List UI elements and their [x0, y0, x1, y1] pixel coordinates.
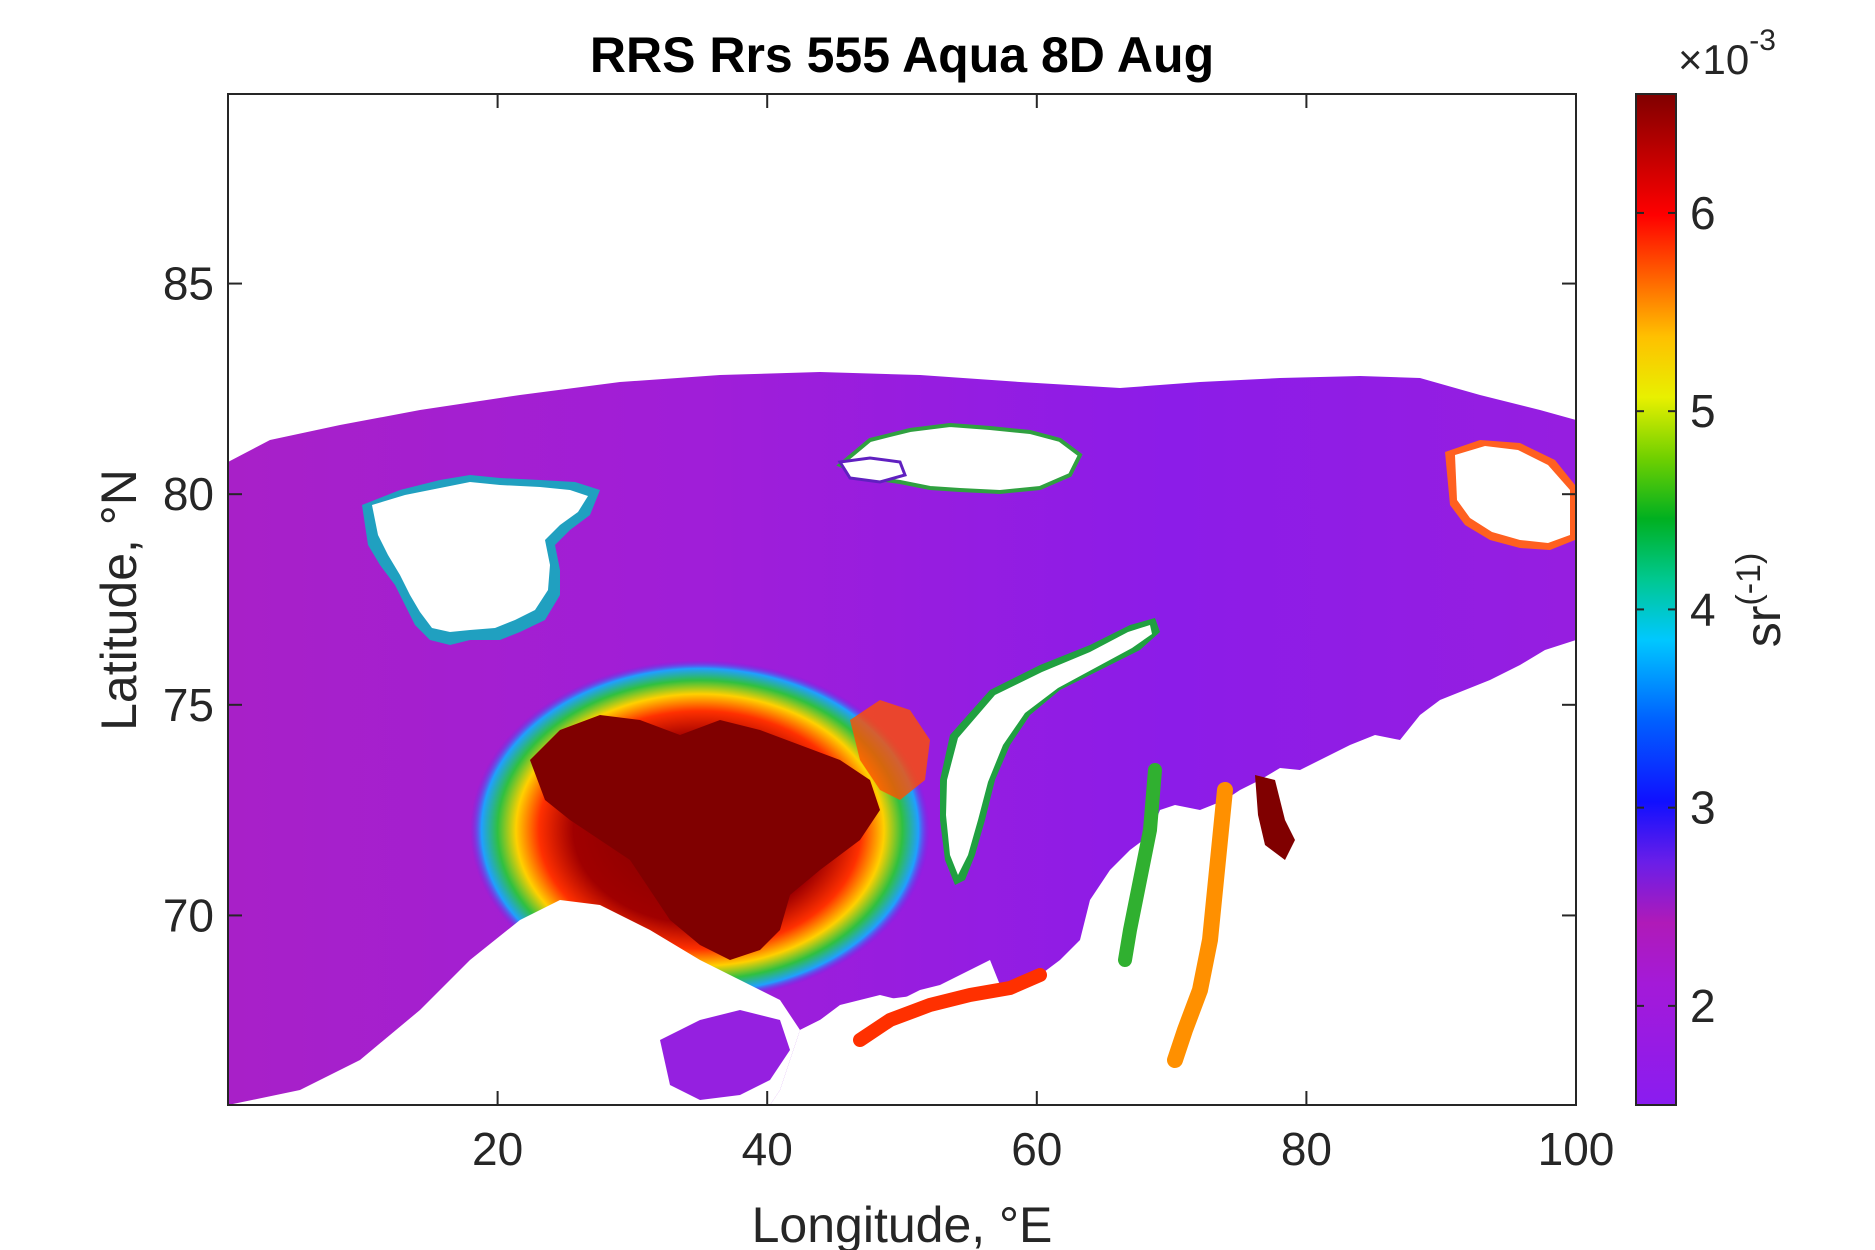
- axes-frame: [227, 93, 1577, 1106]
- x-tick-label: 40: [742, 1123, 793, 1175]
- colorbar-tick-label: 5: [1690, 385, 1716, 437]
- map-area: [228, 94, 1576, 1105]
- x-tick-label: 80: [1281, 1123, 1332, 1175]
- yamal-coast: [1118, 763, 1162, 967]
- colorbar-ticks: 2 3 4 5 6: [1636, 187, 1716, 1032]
- pechora-coast: [853, 968, 1047, 1047]
- colorbar-label-main: sr: [1735, 606, 1791, 648]
- y-tick-label: 75: [163, 679, 214, 731]
- colorbar-tick-label: 3: [1690, 782, 1716, 834]
- yenisei-estuary: [1255, 775, 1295, 860]
- y-tick-label: 70: [163, 889, 214, 941]
- x-ticks: 20 40 60 80 100: [472, 94, 1614, 1175]
- ob-estuary: [1167, 782, 1233, 1068]
- y-tick-label: 85: [163, 258, 214, 310]
- scandinavia-land: [228, 900, 800, 1105]
- y-ticks: 70 75 80 85: [163, 258, 1576, 941]
- x-tick-label: 60: [1011, 1123, 1062, 1175]
- x-tick-label: 100: [1538, 1123, 1615, 1175]
- y-tick-label: 80: [163, 468, 214, 520]
- novaya-zemlya-land: [946, 625, 1152, 875]
- colorbar-label: sr(-1): [1730, 553, 1791, 648]
- colorbar-multiplier-exp: -3: [1749, 24, 1776, 57]
- franz-josef-west: [837, 456, 907, 484]
- chart-title: RRS Rrs 555 Aqua 8D Aug: [590, 27, 1214, 83]
- severnaya-land: [1455, 446, 1570, 543]
- colorbar-tick-label: 2: [1690, 980, 1716, 1032]
- colorbar-tick-label: 6: [1690, 187, 1716, 239]
- colorbar-multiplier-base: ×10: [1678, 36, 1749, 83]
- svalbard-land: [372, 482, 588, 632]
- white-sea: [660, 1010, 790, 1100]
- colorbar-tick-label: 4: [1690, 583, 1716, 635]
- colorbar-multiplier: ×10-3: [1678, 24, 1776, 83]
- colorbar-label-sup: (-1): [1730, 553, 1768, 606]
- x-tick-label: 20: [472, 1123, 523, 1175]
- x-axis-label: Longitude, °E: [752, 1197, 1053, 1250]
- colorbar: [1635, 93, 1677, 1106]
- bloom-core: [530, 715, 880, 960]
- y-axis-label: Latitude, °N: [91, 469, 147, 731]
- bloom-east-fringe: [850, 700, 930, 800]
